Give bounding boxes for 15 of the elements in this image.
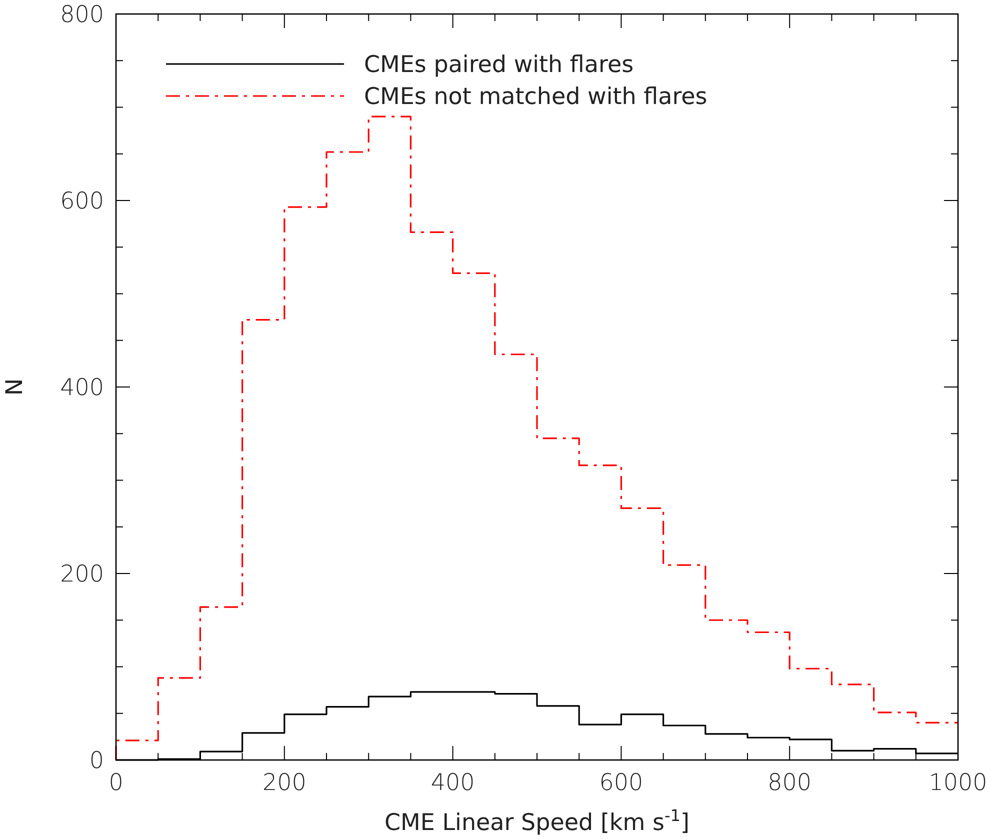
y-tick-label: 200	[60, 562, 104, 588]
x-tick-label: 600	[599, 770, 644, 796]
series-label: CMEs not matched with flares	[364, 84, 708, 110]
y-tick-label: 600	[60, 188, 104, 214]
legend-label: CMEs paired with flares	[364, 52, 634, 78]
x-axis-title: CME Linear Speed [km s$^{-1}$]	[384, 806, 690, 836]
y-tick-label: 0	[89, 748, 104, 774]
x-tick-label: 800	[768, 770, 812, 796]
y-tick-label: 400	[60, 375, 104, 401]
x-tick-label: 200	[262, 770, 306, 796]
y-axis-title: N	[2, 378, 28, 396]
x-tick-label: 1000	[928, 770, 988, 796]
x-tick-label: 400	[430, 770, 475, 796]
x-tick-label: 0	[108, 770, 124, 796]
y-tick-label: 800	[60, 2, 104, 28]
